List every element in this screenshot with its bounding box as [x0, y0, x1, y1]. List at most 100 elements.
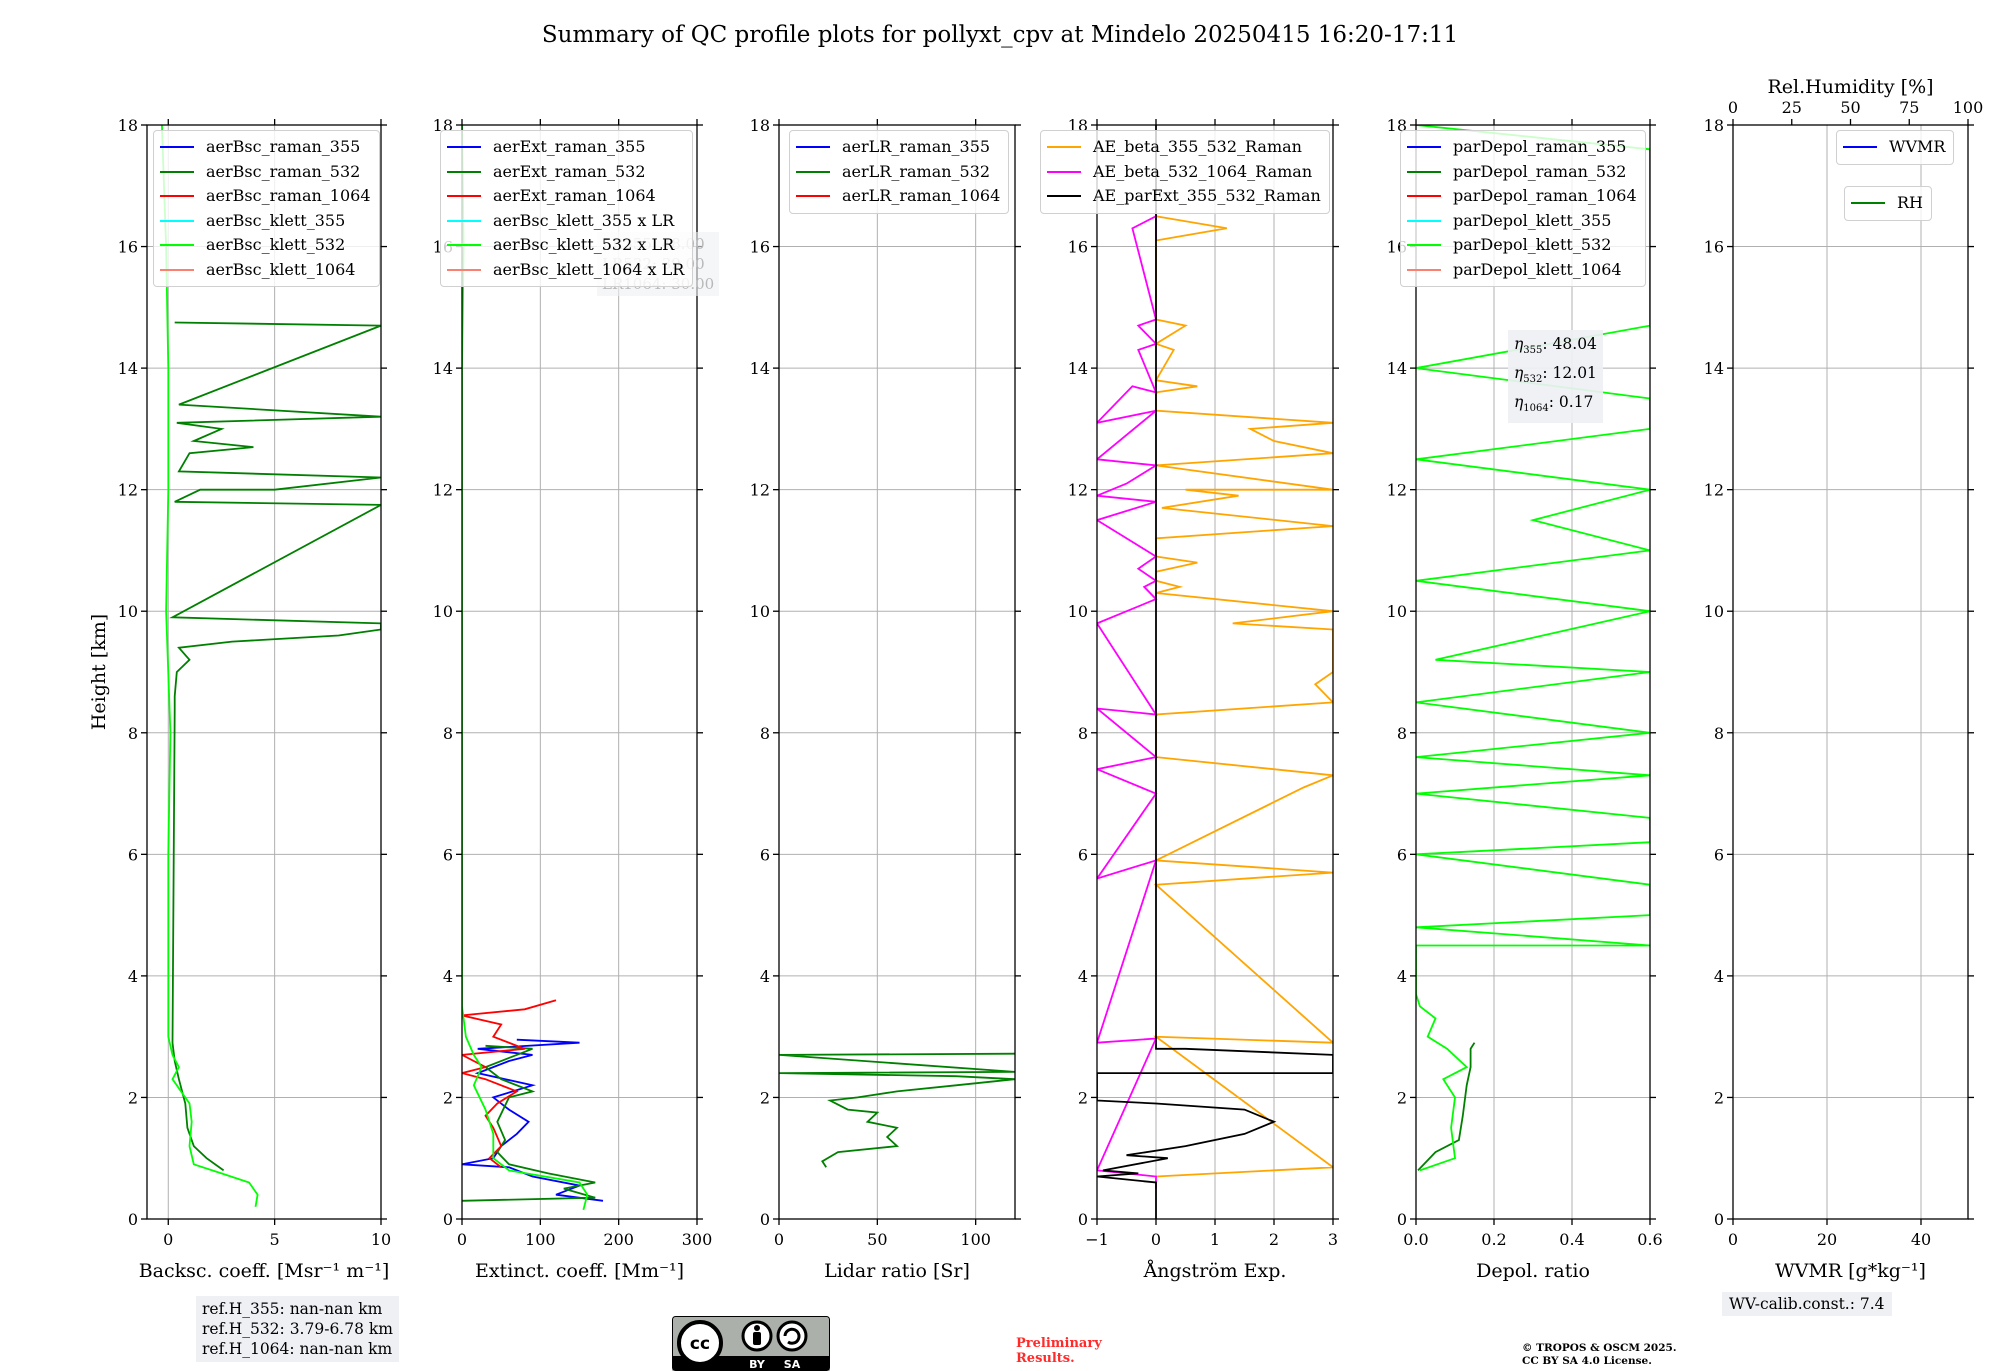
legend-entry: aerBsc_raman_1064: [160, 184, 371, 209]
legend-label: aerBsc_klett_532 x LR: [493, 235, 675, 254]
xtick-label-ae-0: −1: [1085, 1230, 1109, 1249]
copyright-note: © TROPOS & OSCM 2025. CC BY SA 4.0 Licen…: [1522, 1342, 1677, 1368]
series-bsc-1: [169, 321, 381, 1172]
legend-label: RH: [1897, 193, 1923, 212]
xtick-label-bsc-0: 0: [163, 1230, 173, 1249]
xtick-label-ae-2: 1: [1210, 1230, 1220, 1249]
xtick-label-lr-2: 100: [960, 1230, 991, 1249]
ytick-label-bsc-8: 16: [118, 238, 138, 257]
legend-swatch: [447, 195, 481, 198]
legend-swatch: [1407, 195, 1441, 198]
ytick-label-wv-1: 2: [1714, 1088, 1724, 1107]
legend-entry: aerExt_raman_532: [447, 160, 684, 185]
legend-label: aerExt_raman_1064: [493, 186, 656, 205]
series-ext-0: [462, 1038, 604, 1202]
ytick-label-lr-0: 0: [760, 1210, 770, 1229]
legend-entry: aerLR_raman_1064: [796, 184, 1000, 209]
ref-height-1064: ref.H_1064: nan-nan km: [202, 1340, 393, 1358]
legend-wvmr: WVMR: [1836, 130, 1955, 165]
reference-height-box: ref.H_355: nan-nan km ref.H_532: 3.79-6.…: [196, 1296, 399, 1362]
legend-swatch: [447, 268, 481, 271]
top-xtick-label-wv-0: 0: [1728, 98, 1738, 117]
legend-label: aerExt_raman_532: [493, 161, 646, 181]
y-axis-label: Height [km]: [88, 614, 110, 730]
ytick-label-depol-5: 10: [1387, 602, 1407, 621]
ytick-label-bsc-7: 14: [118, 359, 138, 378]
ytick-label-lr-6: 12: [750, 481, 770, 500]
legend-label: aerBsc_raman_1064: [206, 186, 371, 205]
ytick-label-lr-5: 10: [750, 602, 770, 621]
ytick-label-wv-4: 8: [1714, 724, 1724, 743]
ytick-label-ext-1: 2: [443, 1088, 453, 1107]
legend-label: AE_beta_355_532_Raman: [1093, 137, 1302, 156]
axes-frame-bsc: [146, 124, 382, 1220]
legend-swatch: [160, 219, 194, 222]
xtick-label-wv-0: 0: [1728, 1230, 1738, 1249]
xtick-label-depol-3: 0.6: [1637, 1230, 1662, 1249]
legend-swatch: [160, 146, 194, 149]
ytick-label-ae-7: 14: [1068, 359, 1088, 378]
ytick-label-lr-4: 8: [760, 724, 770, 743]
legend-label: parDepol_raman_355: [1453, 137, 1627, 156]
legend-swatch: [1407, 170, 1441, 173]
legend-swatch: [160, 268, 194, 271]
legend-swatch: [796, 146, 830, 149]
xtick-label-ext-1: 100: [525, 1230, 556, 1249]
copyright-line-1: © TROPOS & OSCM 2025.: [1522, 1342, 1677, 1354]
eta-532: η532: 12.01: [1514, 364, 1597, 386]
legend-entry: aerBsc_klett_1064: [160, 258, 371, 283]
legend-swatch: [160, 244, 194, 247]
eta-calibration-box: η355: 48.04 η532: 12.01 η1064: 0.17: [1508, 330, 1603, 424]
ytick-label-ae-4: 8: [1078, 724, 1088, 743]
ytick-label-depol-3: 6: [1397, 845, 1407, 864]
ytick-label-ext-6: 12: [433, 481, 453, 500]
preliminary-results-note: Preliminary Results.: [1016, 1336, 1102, 1366]
ytick-label-lr-3: 6: [760, 845, 770, 864]
ytick-label-ae-2: 4: [1078, 967, 1088, 986]
ytick-label-depol-2: 4: [1397, 967, 1407, 986]
ytick-label-depol-6: 12: [1387, 481, 1407, 500]
axes-frame-wv: [1732, 124, 1969, 1220]
series-depol-4: [1416, 125, 1650, 1172]
legend-label: AE_parExt_355_532_Raman: [1093, 186, 1321, 205]
xtick-label-ext-2: 200: [603, 1230, 634, 1249]
xtick-label-wv-2: 40: [1911, 1230, 1931, 1249]
legend-label: AE_beta_532_1064_Raman: [1093, 161, 1313, 181]
legend-label: aerBsc_klett_1064 x LR: [493, 259, 685, 279]
xlabel-lr: Lidar ratio [Sr]: [824, 1260, 970, 1282]
top-xlabel-wv: Rel.Humidity [%]: [1767, 76, 1933, 98]
legend-entry: aerBsc_klett_532 x LR: [447, 233, 684, 258]
axes-frame-lr: [778, 124, 1016, 1220]
legend-swatch: [1843, 146, 1877, 149]
legend-entry: AE_parExt_355_532_Raman: [1047, 184, 1321, 209]
xtick-label-ext-3: 300: [682, 1230, 713, 1249]
ytick-label-depol-0: 0: [1397, 1210, 1407, 1229]
ytick-label-bsc-9: 18: [118, 116, 138, 135]
ytick-label-depol-1: 2: [1397, 1088, 1407, 1107]
ytick-label-bsc-1: 2: [128, 1088, 138, 1107]
legend-label: parDepol_raman_1064: [1453, 186, 1637, 205]
legend-entry: AE_beta_355_532_Raman: [1047, 135, 1321, 160]
xlabel-ae: Ångström Exp.: [1143, 1260, 1287, 1282]
ytick-label-bsc-0: 0: [128, 1210, 138, 1229]
eta-1064: η1064: 0.17: [1514, 393, 1594, 415]
xtick-label-lr-0: 0: [774, 1230, 784, 1249]
legend-label: aerBsc_raman_532: [206, 161, 361, 181]
xtick-label-ae-1: 0: [1151, 1230, 1161, 1249]
ytick-label-lr-8: 16: [750, 238, 770, 257]
xtick-label-bsc-1: 5: [270, 1230, 280, 1249]
ytick-label-ae-0: 0: [1078, 1210, 1088, 1229]
legend-entry: parDepol_klett_532: [1407, 233, 1637, 258]
legend-label: parDepol_klett_532: [1453, 235, 1612, 254]
ytick-label-bsc-4: 8: [128, 724, 138, 743]
ref-height-355: ref.H_355: nan-nan km: [202, 1300, 383, 1318]
xtick-label-lr-1: 50: [867, 1230, 887, 1249]
ref-height-532: ref.H_532: 3.79-6.78 km: [202, 1320, 393, 1338]
axes-frame-depol: [1415, 124, 1651, 1220]
ytick-label-wv-5: 10: [1704, 602, 1724, 621]
series-ae-1: [1097, 214, 1159, 1189]
legend-swatch: [447, 244, 481, 247]
xlabel-depol: Depol. ratio: [1476, 1260, 1590, 1282]
ytick-label-wv-0: 0: [1714, 1210, 1724, 1229]
